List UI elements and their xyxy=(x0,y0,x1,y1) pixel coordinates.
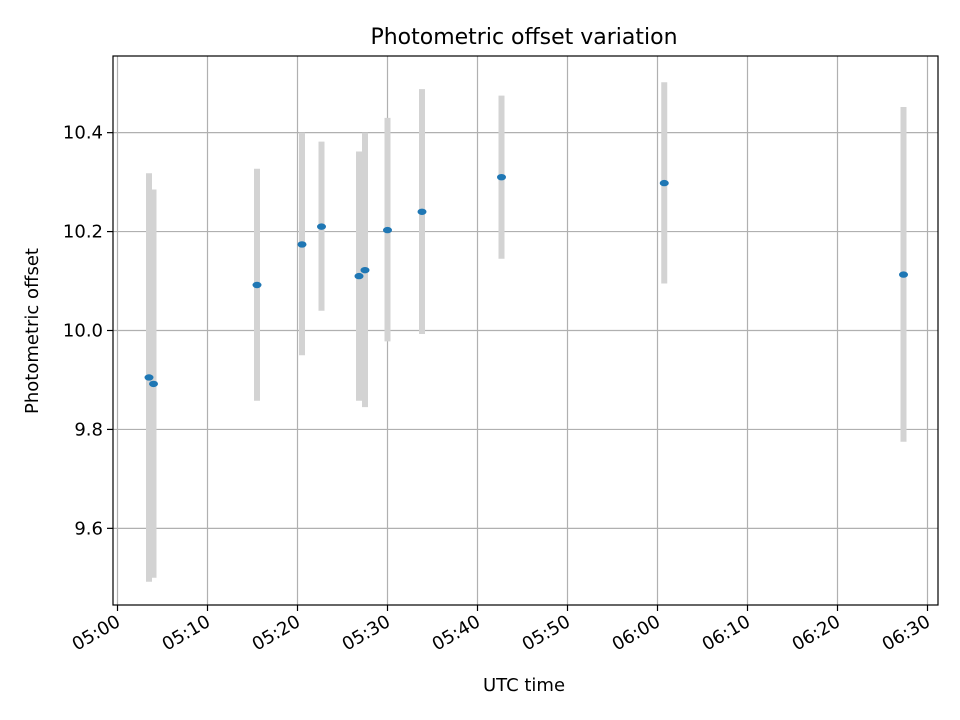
data-point xyxy=(659,179,669,187)
y-tick-label: 10.4 xyxy=(63,123,103,144)
data-points xyxy=(144,173,908,388)
data-point xyxy=(354,272,364,280)
grid xyxy=(113,56,938,605)
data-point xyxy=(383,226,392,234)
data-point xyxy=(252,281,262,289)
y-axis-ticks: 9.6 9.8 10.0 10.2 10.4 xyxy=(63,123,113,539)
data-point xyxy=(417,208,427,215)
data-point xyxy=(297,241,307,248)
data-point xyxy=(149,380,158,388)
y-tick-label: 9.6 xyxy=(74,518,103,539)
y-tick-label: 10.0 xyxy=(63,321,103,342)
chart-title: Photometric offset variation xyxy=(370,25,677,50)
y-tick-label: 9.8 xyxy=(74,419,103,440)
data-point xyxy=(899,271,908,278)
x-axis-label: UTC time xyxy=(483,675,565,696)
y-axis-label: Photometric offset xyxy=(22,248,43,414)
data-point xyxy=(497,173,506,181)
data-point xyxy=(144,374,154,381)
data-point xyxy=(360,266,370,274)
y-tick-label: 10.2 xyxy=(63,222,103,243)
data-point xyxy=(317,223,326,230)
